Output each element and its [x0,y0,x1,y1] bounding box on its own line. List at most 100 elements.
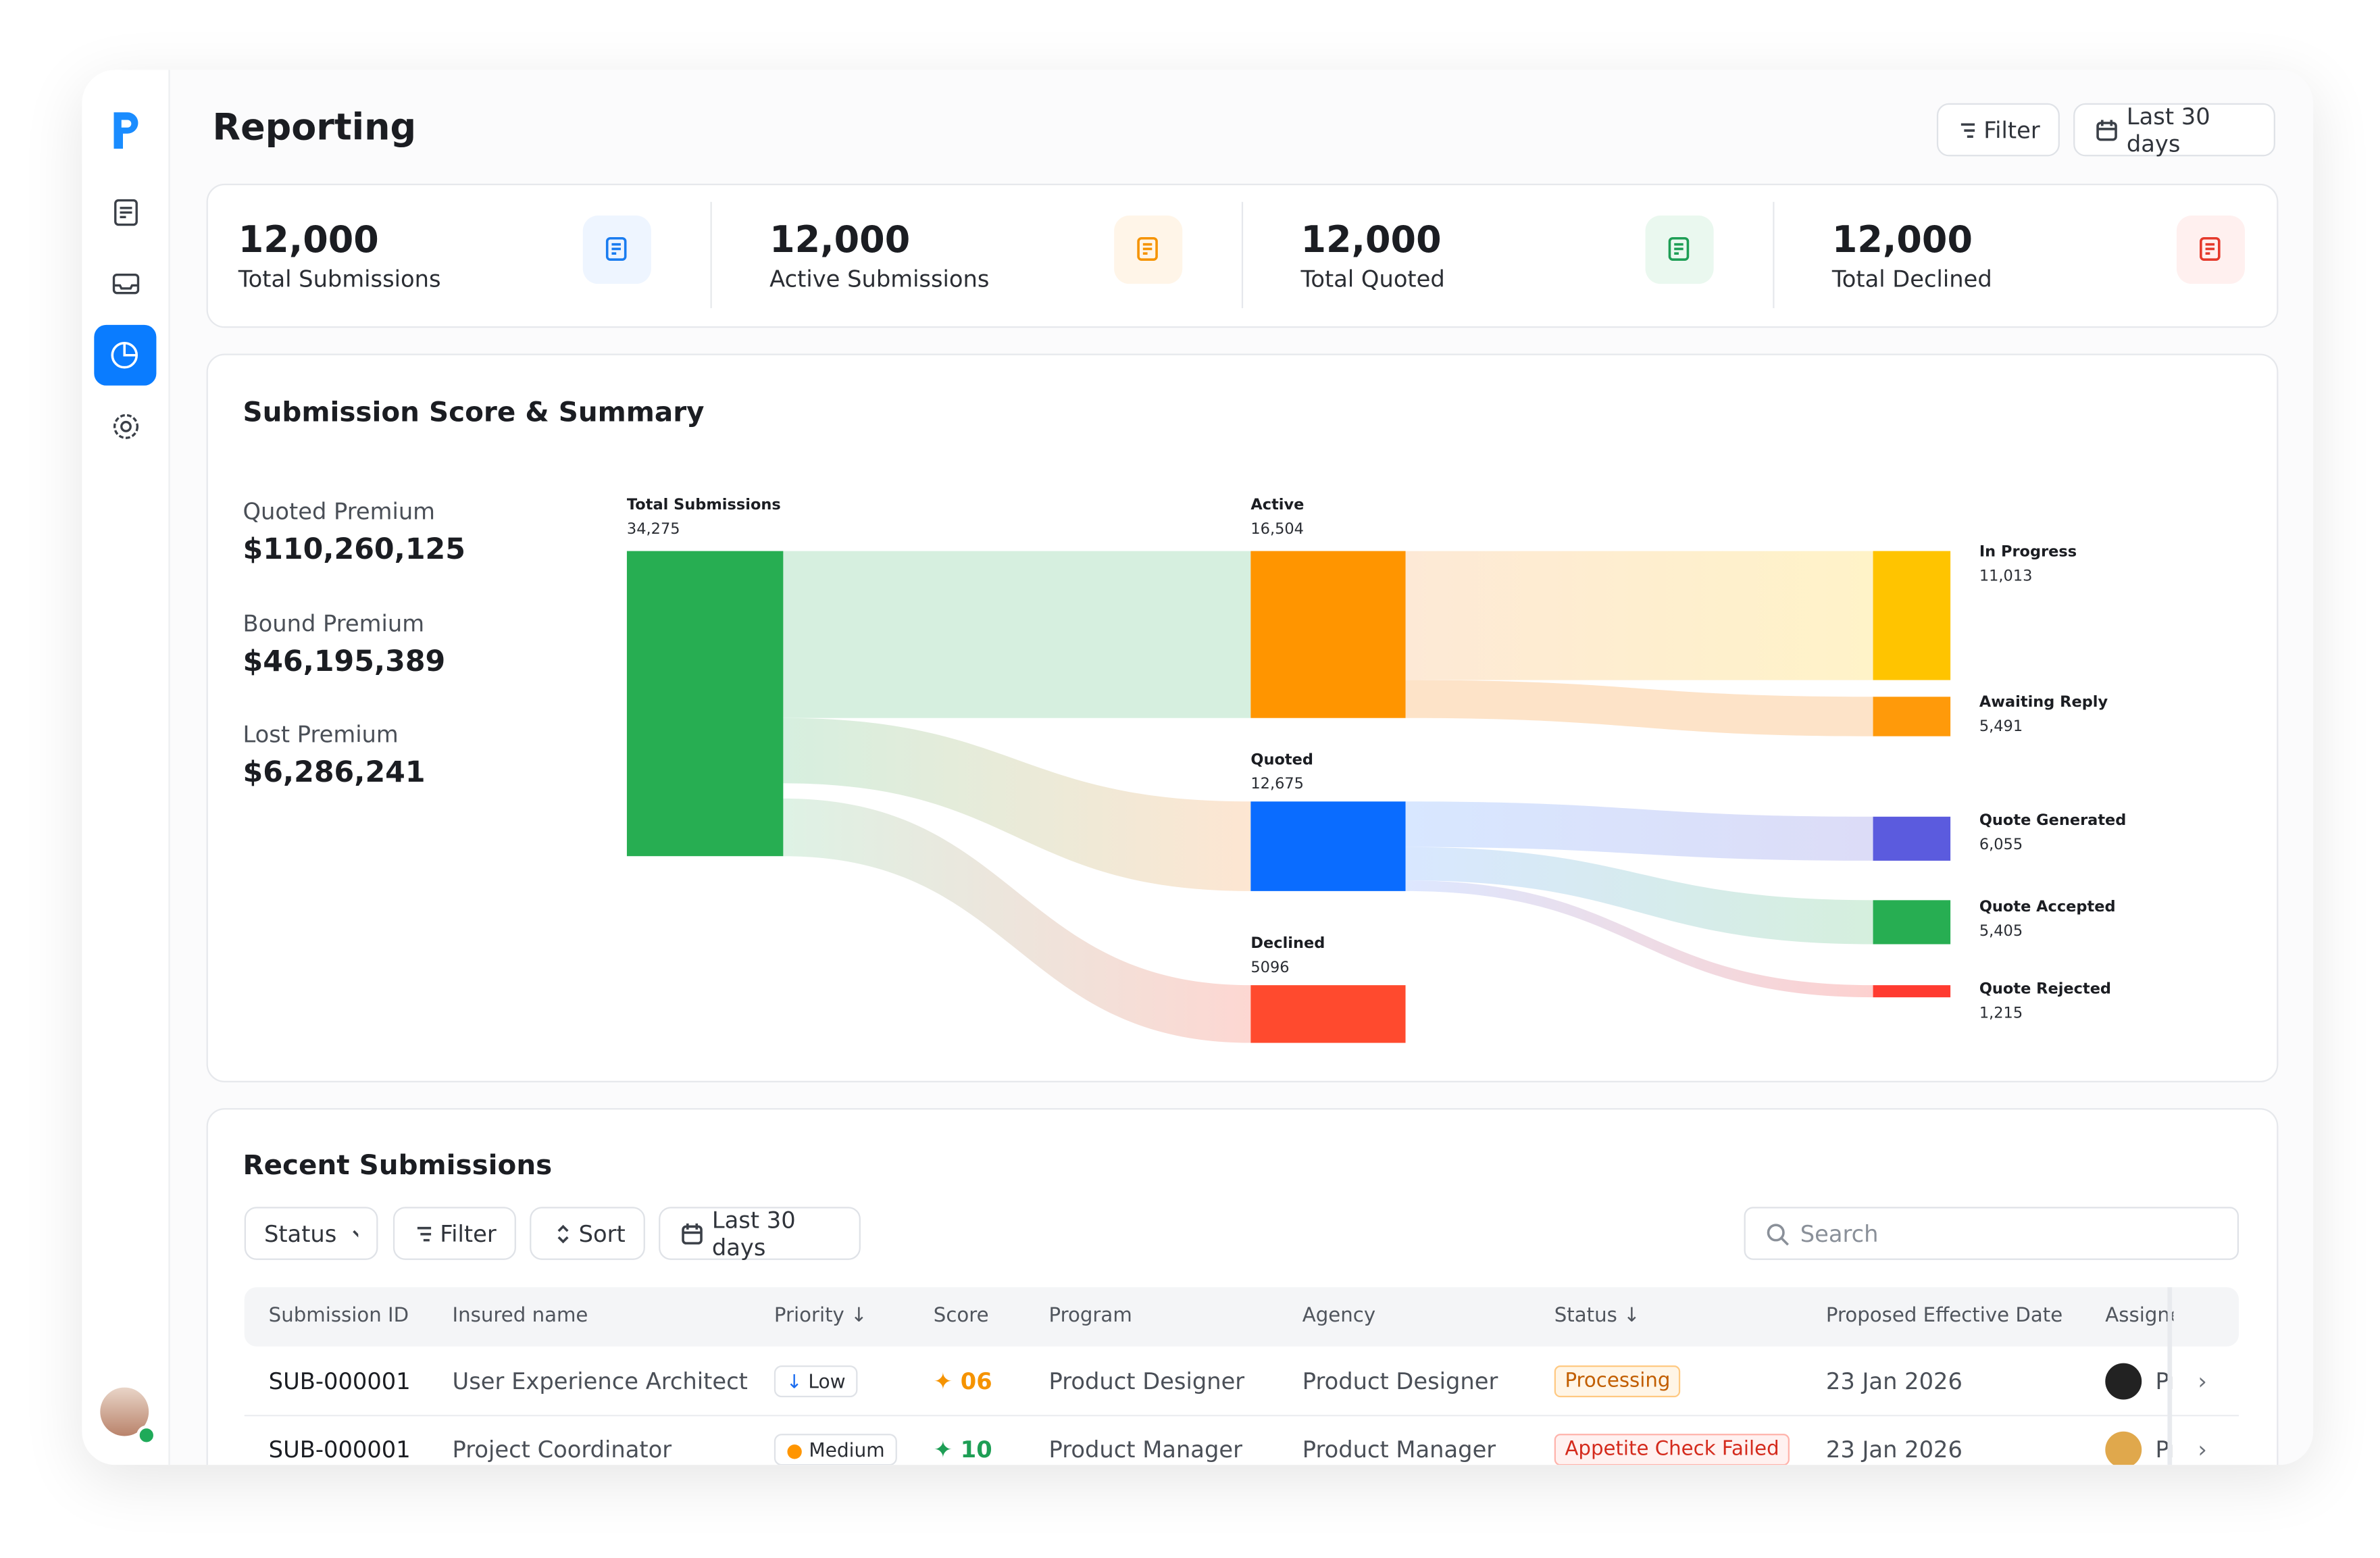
sankey-node-value: 1,215 [1979,1005,2023,1023]
search-input[interactable]: Search [1744,1207,2239,1260]
premium-label: Lost Premium [243,721,399,749]
sankey-flow [1405,801,1873,861]
date-range-button[interactable]: Last 30 days [2073,103,2275,157]
table-header [244,1287,2239,1347]
column-header: Status ↓ [1554,1305,1640,1328]
table-filter-button[interactable]: Filter [393,1207,516,1260]
sankey-node-value: 5,491 [1979,718,2023,736]
sankey-flow [783,798,1251,1043]
cell: SUB-000001 [268,1367,411,1395]
logo [113,112,138,149]
sankey-node [1250,801,1406,891]
sankey-node-value: 5096 [1250,960,1290,977]
stat-value: 12,000 [1300,218,1442,261]
stat-divider [1241,201,1244,309]
sankey-node-value: 6,055 [1979,837,2023,854]
summary-title: Submission Score & Summary [243,397,705,429]
priority-pill: ↓ Low [774,1365,858,1398]
label: Search [1800,1220,1879,1247]
status-dropdown[interactable]: Status [244,1207,378,1260]
sankey-flow [783,718,1251,891]
stat-icon [582,216,651,284]
premium-label: Bound Premium [243,609,425,637]
stat-value: 12,000 [769,218,911,261]
cell: 23 Jan 2026 [1825,1367,1963,1395]
label: Status [263,1220,337,1247]
column-header: Program [1048,1305,1132,1328]
sankey-flow [1405,880,1873,998]
priority-pill: ● Medium [774,1434,897,1465]
sankey [626,551,1951,1043]
filter-button[interactable]: Filter [1936,103,2060,157]
sankey-node [1873,816,1951,861]
label: Last 30 days [711,1206,796,1261]
sankey-node [1873,985,1951,998]
table-date-button[interactable]: Last 30 days [659,1206,861,1261]
row-chevron[interactable]: › [2198,1436,2207,1463]
premium-value: $46,195,389 [243,644,446,678]
score: ✦ 10 [933,1436,992,1463]
cell: 23 Jan 2026 [1825,1436,1963,1463]
sankey-node-label: Quote Accepted [1979,899,2116,916]
premium-value: $6,286,241 [243,755,426,790]
label: Medium [809,1438,885,1461]
cell: Product Designer [1048,1367,1245,1395]
column-header: Insured name [452,1305,588,1328]
sankey-node [1250,551,1406,718]
sankey-node-label: Total Submissions [626,497,781,514]
sidebar [82,70,170,1465]
sankey-node [1250,985,1406,1043]
sankey-flow [783,551,1251,718]
stat-value: 12,000 [238,218,379,261]
label: Last 30 days [2126,102,2210,157]
sankey-node [1873,900,1951,945]
assignee-avatar [2105,1363,2142,1400]
row-chevron[interactable]: › [2198,1367,2207,1395]
stat-divider [1773,201,1775,309]
sankey-node-label: Awaiting Reply [1979,694,2108,711]
label: 10 [960,1436,992,1463]
cell: Product Manager [1048,1436,1242,1463]
cell: Product Manager [1302,1436,1496,1463]
sankey-node-value: 12,675 [1250,776,1305,793]
page-title: Reporting [212,106,417,149]
sankey-node-label: Quote Rejected [1979,981,2112,999]
nav-inbox[interactable] [111,269,141,299]
sankey-node [626,551,784,857]
stat-icon [1645,216,1714,284]
column-header: Assignee [2105,1305,2173,1328]
column-header: Submission ID [268,1305,409,1328]
sankey-node-value: 11,013 [1979,568,2033,586]
stat-value: 12,000 [1831,218,1973,261]
cell: Product Designer [1302,1367,1498,1395]
label: Low [808,1369,846,1393]
sankey-node [1873,551,1951,680]
nav-reporting-active[interactable] [94,324,157,386]
sankey-flow [1405,551,1873,680]
sankey-flow [1405,680,1873,736]
sankey-node-label: In Progress [1979,544,2077,561]
sort-button[interactable]: Sort [530,1207,645,1260]
stat-label: Total Declined [1831,266,1992,293]
label: Sort [578,1220,626,1247]
recent-card [206,1108,2279,1465]
nav-submissions[interactable] [111,197,141,228]
nav-settings[interactable] [111,411,141,442]
premium-value: $110,260,125 [243,532,465,567]
cell: SUB-000001 [268,1436,411,1463]
column-header: Priority ↓ [774,1305,867,1328]
sankey-node-value: 16,504 [1250,521,1305,538]
label: Filter [1983,116,2040,144]
assignee-avatar [2105,1431,2142,1465]
stat-label: Total Submissions [238,266,441,293]
stat-icon [2176,216,2246,284]
cell: User Experience Architect [452,1367,748,1395]
online-dot [136,1425,157,1445]
column-header: Proposed Effective Date [1825,1305,2063,1328]
status-pill: Appetite Check Failed [1554,1434,1790,1465]
stat-label: Active Submissions [769,266,990,293]
column-header: Agency [1302,1305,1376,1328]
sankey-node-label: Quote Generated [1979,813,2127,830]
sankey-node [1873,697,1951,736]
sankey-node-label: Declined [1250,936,1325,953]
